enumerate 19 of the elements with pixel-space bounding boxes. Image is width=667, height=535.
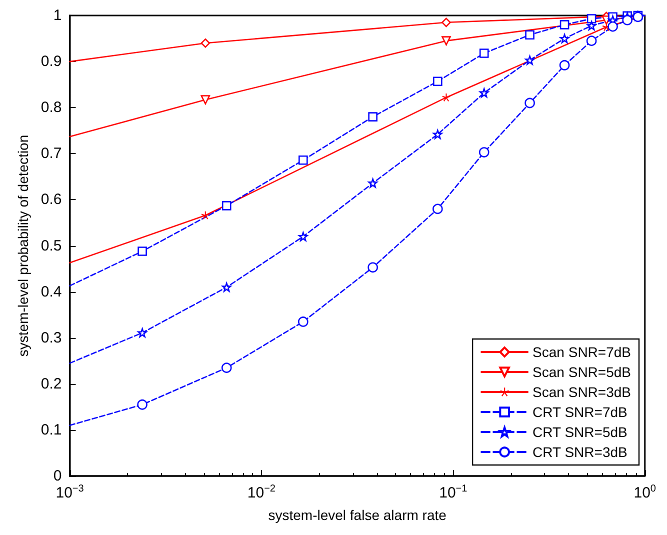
legend-label: Scan SNR=7dB [532, 344, 632, 360]
y-tick-label: 0.8 [40, 99, 62, 116]
legend-label: CRT SNR=5dB [532, 424, 628, 440]
x-axis-title: system-level false alarm rate [268, 507, 447, 523]
y-tick-label: 0.3 [40, 329, 62, 346]
y-tick-label: 0 [53, 468, 62, 484]
legend-label: CRT SNR=7dB [532, 404, 628, 420]
y-tick-label: 0.1 [40, 421, 62, 438]
y-tick-label: 1 [53, 7, 62, 24]
legend-label: CRT SNR=3dB [532, 444, 628, 460]
y-tick-label: 0.6 [40, 191, 62, 208]
legend-label: Scan SNR=5dB [532, 364, 632, 380]
y-tick-label: 0.7 [40, 145, 62, 162]
y-tick-label: 0.5 [40, 237, 62, 254]
y-tick-label: 0.2 [40, 375, 62, 392]
legend-label: Scan SNR=3dB [532, 384, 632, 400]
y-tick-label: 0.4 [40, 283, 62, 300]
y-tick-label: 0.9 [40, 53, 62, 70]
y-axis-title: system-level probability of detection [15, 134, 31, 357]
